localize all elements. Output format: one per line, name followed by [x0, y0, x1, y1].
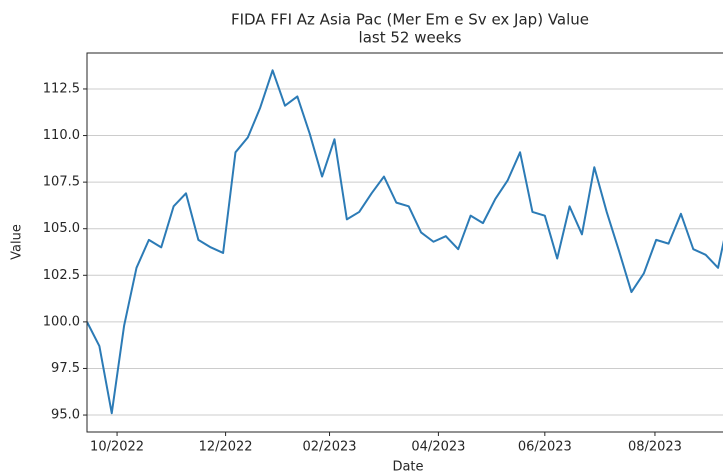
x-axis-label: Date — [392, 460, 423, 475]
line-series — [87, 69, 723, 415]
y-tick-label: 107.5 — [43, 175, 80, 190]
y-tick-label: 95.0 — [51, 408, 80, 423]
y-tick-label: 97.5 — [51, 361, 80, 376]
x-tick-label: 10/2022 — [90, 440, 144, 455]
x-tick-label: 12/2022 — [199, 440, 253, 455]
x-tick-label: 02/2023 — [303, 440, 357, 455]
y-tick-label: 100.0 — [43, 314, 80, 329]
y-axis-label: Value — [10, 224, 25, 260]
y-tick-label: 110.0 — [43, 128, 80, 143]
plot-area — [87, 69, 723, 415]
axes-frame — [86, 52, 723, 433]
x-tick-label: 06/2023 — [518, 440, 572, 455]
y-tick-label: 112.5 — [43, 81, 80, 96]
y-tick-label: 102.5 — [43, 268, 80, 283]
chart-title: FIDA FFI Az Asia Pac (Mer Em e Sv ex Jap… — [231, 11, 589, 29]
grid — [87, 88, 723, 416]
x-tick-label: 08/2023 — [628, 440, 682, 455]
chart-subtitle: last 52 weeks — [359, 29, 462, 47]
y-tick-label: 105.0 — [43, 221, 80, 236]
x-tick-label: 04/2023 — [411, 440, 465, 455]
